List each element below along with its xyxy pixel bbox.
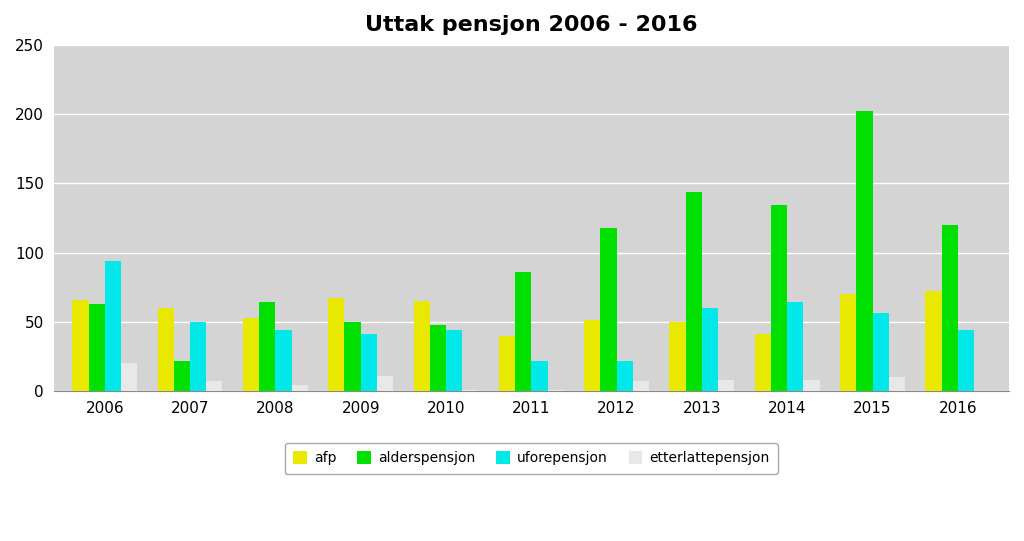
Bar	[462, 390, 478, 391]
Legend: afp, alderspensjon, uforepensjon, etterlattepensjon: afp, alderspensjon, uforepensjon, etterl…	[285, 443, 778, 473]
Bar	[872, 313, 889, 391]
Bar	[718, 380, 734, 391]
Bar	[174, 360, 190, 391]
Bar	[600, 228, 616, 391]
Bar	[446, 330, 462, 391]
Bar	[670, 322, 686, 391]
Bar	[531, 360, 548, 391]
Bar	[889, 377, 905, 391]
Bar	[414, 301, 430, 391]
Bar	[104, 261, 121, 391]
Bar	[804, 380, 819, 391]
Bar	[259, 302, 275, 391]
Bar	[206, 381, 222, 391]
Bar	[926, 291, 942, 391]
Bar	[633, 381, 649, 391]
Bar	[292, 385, 308, 391]
Bar	[584, 320, 600, 391]
Bar	[942, 225, 957, 391]
Bar	[957, 330, 974, 391]
Bar	[190, 322, 206, 391]
Bar	[275, 330, 292, 391]
Bar	[158, 308, 174, 391]
Bar	[686, 192, 701, 391]
Bar	[616, 360, 633, 391]
Bar	[771, 206, 787, 391]
Bar	[329, 298, 344, 391]
Bar	[88, 304, 104, 391]
Bar	[377, 376, 393, 391]
Bar	[344, 322, 360, 391]
Bar	[856, 111, 872, 391]
Bar	[121, 363, 137, 391]
Bar	[73, 300, 88, 391]
Bar	[499, 335, 515, 391]
Bar	[787, 302, 804, 391]
Bar	[360, 334, 377, 391]
Title: Uttak pensjon 2006 - 2016: Uttak pensjon 2006 - 2016	[365, 15, 697, 35]
Bar	[755, 334, 771, 391]
Bar	[430, 325, 446, 391]
Bar	[840, 294, 856, 391]
Bar	[548, 390, 564, 391]
Bar	[243, 318, 259, 391]
Bar	[701, 308, 718, 391]
Bar	[515, 272, 531, 391]
